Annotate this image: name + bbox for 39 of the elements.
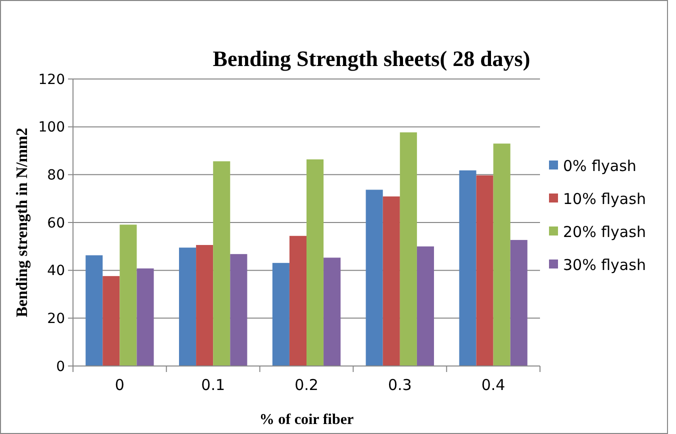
y-axis-title: Bending strength in N/mm2: [14, 128, 31, 318]
bar: [136, 268, 154, 366]
bar: [366, 190, 383, 366]
bar: [416, 246, 434, 366]
bar: [272, 262, 290, 366]
y-tick-label: 100: [38, 120, 65, 136]
legend-label: 30% flyash: [563, 256, 646, 274]
chart-title: Bending Strength sheets( 28 days): [212, 46, 530, 71]
x-axis-title: % of coir fiber: [259, 412, 354, 428]
x-tick-label: 0.2: [294, 376, 318, 394]
legend-label: 0% flyash: [563, 156, 636, 175]
bar: [230, 254, 248, 366]
bar: [476, 175, 494, 366]
bar: [493, 144, 510, 366]
legend-label: 20% flyash: [563, 222, 646, 241]
legend-label: 10% flyash: [563, 190, 646, 208]
bar: [179, 248, 196, 366]
x-tick-label: 0.1: [201, 376, 226, 394]
y-tick-label: 20: [47, 311, 65, 328]
x-tick-label: 0.3: [388, 376, 412, 394]
bar: [324, 258, 341, 366]
bar: [102, 276, 120, 366]
bar: [213, 161, 230, 366]
bar: [120, 224, 137, 366]
y-tick-label: 60: [47, 215, 65, 232]
y-tick-label: 40: [47, 263, 65, 280]
bar: [86, 255, 103, 366]
y-tick-label: 0: [56, 358, 65, 375]
bar: [196, 244, 214, 366]
bar: [400, 132, 417, 366]
y-tick-label: 80: [47, 168, 65, 184]
bar: [382, 196, 400, 366]
bar: [459, 170, 476, 366]
bar: [289, 236, 306, 366]
bar: [510, 240, 528, 366]
x-tick-label: 0: [114, 376, 124, 394]
y-tick-label: 120: [38, 72, 65, 88]
x-tick-label: 0.4: [481, 376, 506, 394]
bar: [306, 159, 324, 366]
